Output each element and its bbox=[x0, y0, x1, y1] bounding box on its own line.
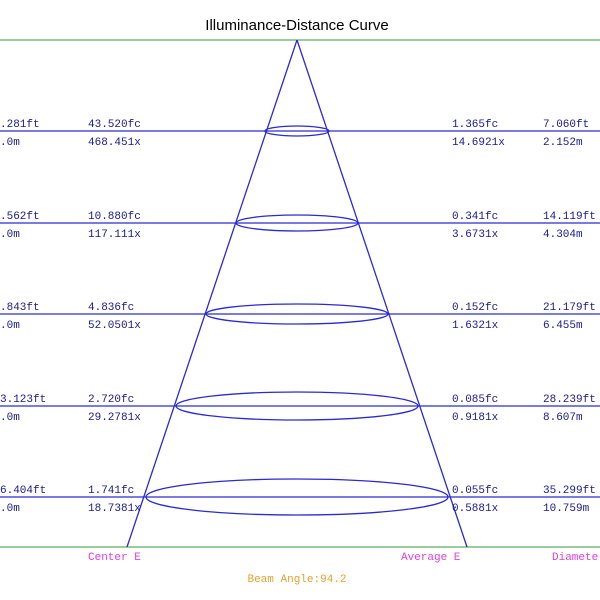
average-lx: 0.9181x bbox=[452, 412, 499, 424]
beam-angle: Beam Angle:94.2 bbox=[247, 574, 346, 586]
average-fc: 0.085fc bbox=[452, 394, 498, 406]
distance-ft: .281ft bbox=[0, 119, 40, 131]
average-label: Average E bbox=[401, 552, 461, 564]
distance-ft: .562ft bbox=[0, 211, 40, 223]
distance-ft: 3.123ft bbox=[0, 394, 46, 406]
distance-m: .0m bbox=[0, 412, 20, 424]
diameter-ft: 14.119ft bbox=[543, 211, 596, 223]
diameter-m: 2.152m bbox=[543, 137, 583, 149]
average-fc: 0.152fc bbox=[452, 302, 498, 314]
center-fc: 1.741fc bbox=[88, 485, 134, 497]
beam-ellipse bbox=[235, 214, 359, 232]
center-fc: 10.880fc bbox=[88, 211, 141, 223]
center-lx: 18.7381x bbox=[88, 503, 141, 515]
distance-m: .0m bbox=[0, 229, 20, 241]
distance-ft: 6.404ft bbox=[0, 485, 46, 497]
center-fc: 2.720fc bbox=[88, 394, 134, 406]
diameter-m: 10.759m bbox=[543, 503, 590, 515]
diameter-label: Diamete bbox=[552, 552, 598, 564]
diameter-ft: 28.239ft bbox=[543, 394, 596, 406]
cone-edge bbox=[126, 39, 298, 548]
center-label: Center E bbox=[88, 552, 141, 564]
average-fc: 1.365fc bbox=[452, 119, 498, 131]
center-lx: 468.451x bbox=[88, 137, 141, 149]
beam-ellipse bbox=[205, 303, 389, 325]
center-lx: 117.111x bbox=[88, 229, 141, 241]
diameter-m: 6.455m bbox=[543, 320, 583, 332]
center-lx: 29.2781x bbox=[88, 412, 141, 424]
diameter-m: 8.607m bbox=[543, 412, 583, 424]
distance-m: .0m bbox=[0, 137, 20, 149]
cone-edge bbox=[296, 39, 468, 548]
average-lx: 14.6921x bbox=[452, 137, 505, 149]
average-lx: 1.6321x bbox=[452, 320, 499, 332]
diameter-ft: 7.060ft bbox=[543, 119, 589, 131]
diameter-ft: 21.179ft bbox=[543, 302, 596, 314]
average-fc: 0.055fc bbox=[452, 485, 498, 497]
center-fc: 4.836fc bbox=[88, 302, 134, 314]
center-lx: 52.0501x bbox=[88, 320, 141, 332]
center-fc: 43.520fc bbox=[88, 119, 141, 131]
average-fc: 0.341fc bbox=[452, 211, 498, 223]
beam-ellipse bbox=[175, 391, 419, 421]
title: Illuminance-Distance Curve bbox=[205, 17, 388, 34]
average-lx: 0.5881x bbox=[452, 503, 499, 515]
diameter-m: 4.304m bbox=[543, 229, 583, 241]
beam-ellipse bbox=[145, 478, 449, 516]
distance-ft: .843ft bbox=[0, 302, 40, 314]
beam-ellipse bbox=[264, 125, 330, 137]
distance-m: .0m bbox=[0, 503, 20, 515]
average-lx: 3.6731x bbox=[452, 229, 499, 241]
diameter-ft: 35.299ft bbox=[543, 485, 596, 497]
distance-m: .0m bbox=[0, 320, 20, 332]
